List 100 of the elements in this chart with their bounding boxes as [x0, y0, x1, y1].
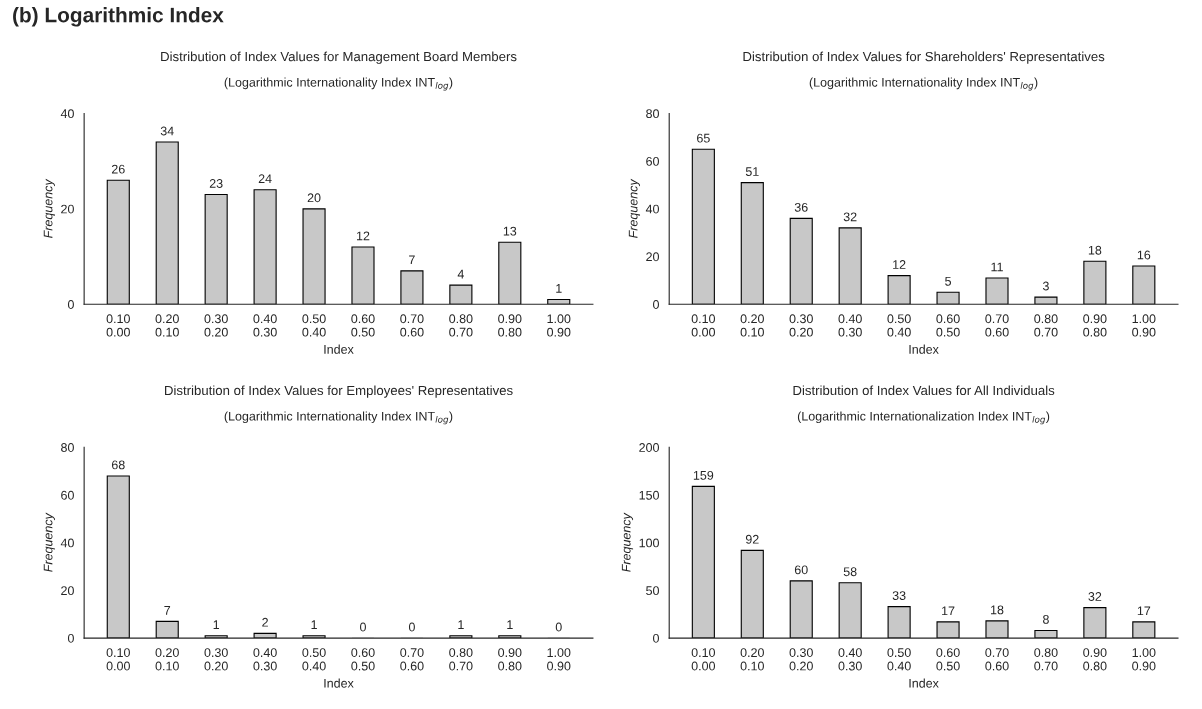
x-axis-title: Index: [909, 678, 939, 688]
x-tick-label: 0.70 0.60: [985, 314, 1009, 337]
data-label: 32: [1088, 592, 1102, 601]
data-label: 65: [697, 133, 710, 143]
x-tick-label: 0.40 0.30: [838, 314, 862, 337]
data-label: 32: [843, 212, 857, 222]
data-label: 60: [794, 565, 808, 575]
x-axis-title: Index: [324, 344, 354, 354]
chart-subtitle: (Logarithmic Internationality Index INT$_{log}$): [224, 411, 453, 425]
data-label: 18: [991, 605, 1004, 615]
data-label: 1: [556, 284, 562, 293]
y-axis-title: Frequency: [43, 178, 55, 238]
data-label: 12: [356, 231, 370, 241]
data-label: 33: [892, 591, 906, 600]
x-tick-label: 0.90 0.80: [498, 648, 522, 671]
y-tick-label: 40: [60, 538, 74, 548]
x-tick-label: 0.30 0.20: [204, 648, 228, 671]
x-tick-label: 0.20 0.10: [155, 314, 179, 337]
x-tick-label: 1.00 0.90: [1132, 314, 1156, 337]
y-tick-label: 20: [646, 252, 659, 262]
data-label: 1: [213, 620, 220, 629]
y-tick-label: 80: [646, 109, 659, 119]
data-label: 34: [160, 126, 174, 136]
x-tick-label: 0.30 0.20: [204, 314, 228, 337]
data-label: 5: [945, 276, 952, 286]
x-tick-label: 0.60 0.50: [936, 314, 960, 337]
x-tick-label: 0.60 0.50: [351, 648, 375, 671]
x-tick-label: 0.80 0.70: [1034, 314, 1058, 337]
x-tick-label: 0.90 0.80: [498, 314, 522, 337]
data-label: 36: [794, 202, 808, 212]
data-label: 1: [507, 620, 513, 629]
x-tick-label: 0.60 0.50: [351, 314, 375, 337]
x-tick-label: 0.50 0.40: [887, 648, 911, 671]
x-tick-label: 0.10 0.00: [106, 314, 130, 337]
data-label: 1: [311, 620, 317, 629]
data-label: 0: [360, 622, 366, 632]
x-tick-label: 0.10 0.00: [691, 648, 716, 671]
y-axis-title: Frequency: [628, 178, 641, 238]
x-tick-label: 1.00 0.90: [547, 314, 571, 337]
x-tick-label: 0.80 0.70: [449, 314, 473, 337]
y-axis-title: Frequency: [43, 512, 55, 572]
x-tick-label: 0.30 0.20: [789, 314, 813, 337]
y-tick-label: 200: [639, 443, 659, 452]
chart-subtitle: (Logarithmic Internationalization Index INT$_{log}$): [797, 411, 1050, 425]
text: (b) Logarithmic Index: [13, 7, 224, 27]
y-tick-label: 40: [645, 204, 659, 214]
x-tick-label: 1.00 0.90: [547, 648, 571, 671]
x-axis-title: Index: [909, 344, 939, 354]
x-tick-label: 0.10 0.00: [691, 314, 716, 337]
y-tick-label: 50: [646, 586, 659, 596]
y-tick-label: 150: [639, 490, 659, 500]
x-tick-label: 1.00 0.90: [1132, 648, 1156, 671]
data-label: 1: [458, 620, 464, 629]
x-tick-label: 0.30 0.20: [789, 648, 813, 671]
chart-title: Distribution of Index Values for Management Board Members: [161, 51, 517, 64]
x-tick-label: 0.80 0.70: [449, 648, 473, 671]
y-tick-label: 80: [61, 443, 74, 452]
data-label: 58: [843, 567, 857, 577]
data-label: 8: [1043, 614, 1049, 624]
y-tick-label: 0: [653, 300, 659, 309]
data-label: 92: [745, 534, 759, 544]
data-label: 7: [409, 255, 415, 265]
data-label: 2: [262, 617, 268, 627]
x-tick-label: 0.40 0.30: [253, 314, 277, 337]
x-tick-label: 0.10 0.00: [106, 648, 130, 671]
x-tick-label: 0.50 0.40: [302, 314, 326, 337]
data-label: 23: [209, 179, 223, 188]
y-tick-label: 40: [60, 109, 74, 119]
x-tick-label: 0.20 0.10: [155, 648, 179, 671]
chart-subtitle: (Logarithmic Internationality Index INT$_{log}$): [224, 77, 453, 91]
chart-subtitle: (Logarithmic Internationality Index INT$_{log}$): [809, 77, 1038, 91]
y-tick-label: 60: [61, 490, 74, 500]
chart-title: Distribution of Index Values for All Individuals: [793, 385, 1055, 396]
x-tick-label: 0.90 0.80: [1083, 314, 1107, 337]
x-tick-label: 0.70 0.60: [985, 648, 1009, 671]
y-tick-label: 100: [639, 538, 659, 548]
y-tick-label: 20: [61, 204, 74, 214]
data-label: 26: [111, 164, 125, 174]
y-axis-title: Frequency: [621, 512, 634, 572]
data-label: 11: [991, 262, 1003, 272]
y-tick-label: 20: [61, 586, 74, 596]
data-label: 17: [942, 606, 955, 616]
data-label: 18: [1088, 245, 1102, 255]
data-label: 24: [258, 174, 272, 183]
x-tick-label: 0.90 0.80: [1083, 648, 1107, 671]
y-tick-label: 0: [67, 300, 74, 309]
y-tick-label: 0: [653, 633, 659, 643]
x-tick-label: 0.70 0.60: [400, 648, 424, 671]
data-label: 159: [693, 470, 714, 480]
data-label: 16: [1137, 250, 1151, 260]
x-tick-label: 0.70 0.60: [400, 314, 424, 337]
data-label: 68: [111, 460, 125, 470]
x-tick-label: 0.60 0.50: [936, 648, 960, 671]
y-tick-label: 60: [646, 156, 659, 166]
data-label: 3: [1042, 281, 1049, 291]
x-tick-label: 0.50 0.40: [302, 648, 326, 671]
x-tick-label: 0.40 0.30: [253, 648, 277, 671]
chart-title: Distribution of Index Values for Shareholders' Representatives: [743, 51, 1105, 64]
chart-title: Distribution of Index Values for Employees' Representatives: [165, 385, 513, 398]
data-label: 20: [307, 193, 321, 203]
